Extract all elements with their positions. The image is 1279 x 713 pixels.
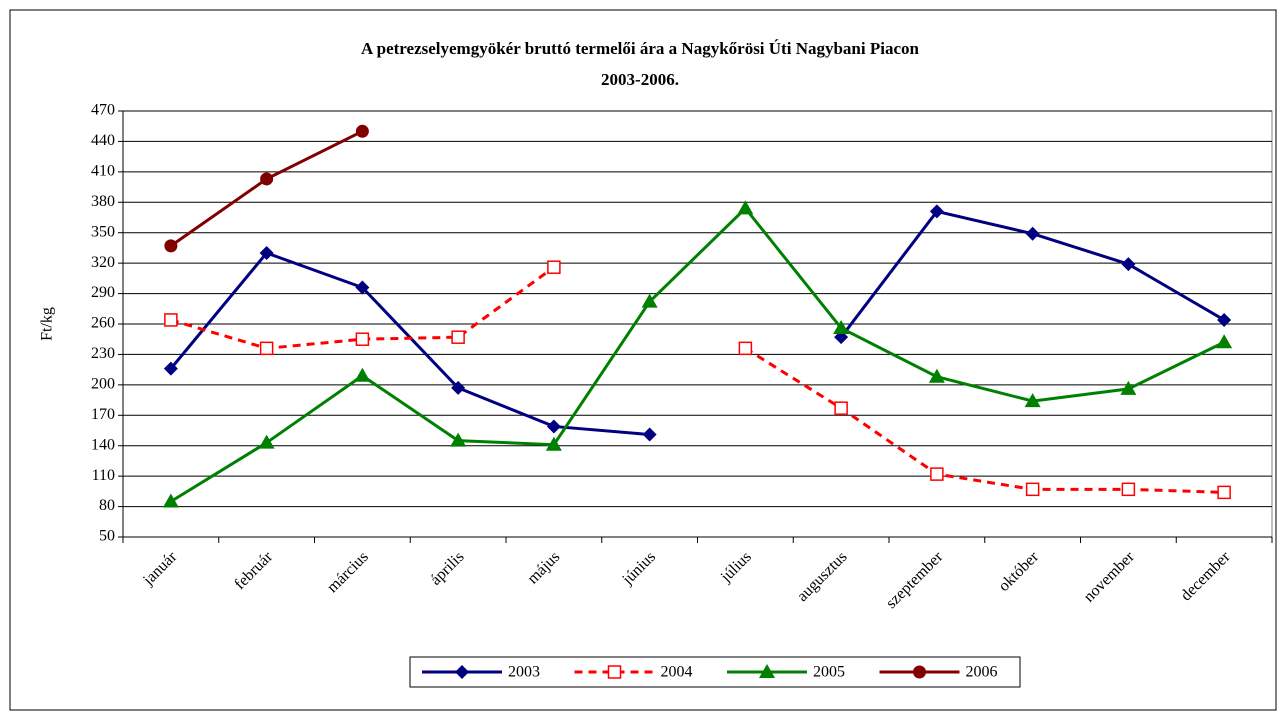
marker: [1121, 482, 1136, 497]
marker: [1217, 312, 1232, 327]
marker: [258, 434, 275, 449]
marker: [164, 239, 178, 253]
y-tick-label: 350: [91, 223, 115, 240]
y-tick-label: 380: [91, 193, 115, 210]
marker: [738, 341, 753, 356]
marker: [759, 664, 775, 678]
marker: [1121, 257, 1136, 272]
y-tick-label: 80: [99, 497, 115, 514]
marker: [929, 204, 944, 219]
y-tick-label: 440: [91, 132, 115, 149]
marker: [546, 419, 561, 434]
y-tick-label: 320: [91, 254, 115, 271]
marker: [913, 665, 926, 679]
marker: [641, 293, 658, 308]
marker: [451, 330, 465, 344]
marker: [833, 320, 850, 335]
marker: [545, 436, 562, 451]
marker: [928, 368, 945, 383]
chart-title: A petrezselyemgyökér bruttó termelői ára…: [361, 39, 919, 58]
marker: [1025, 226, 1040, 241]
marker: [1025, 482, 1040, 497]
marker: [737, 200, 754, 215]
marker: [164, 313, 178, 327]
marker: [1024, 393, 1041, 408]
legend-label: 2005: [813, 664, 845, 681]
marker: [1120, 380, 1137, 395]
y-tick-label: 470: [91, 102, 115, 119]
y-tick-label: 110: [92, 467, 115, 484]
marker: [547, 260, 561, 274]
marker: [355, 332, 370, 346]
marker: [260, 172, 274, 186]
legend-label: 2003: [508, 664, 540, 681]
marker: [450, 432, 467, 447]
y-tick-label: 230: [91, 345, 115, 362]
marker: [834, 401, 848, 415]
y-axis-label: Ft/kg: [39, 307, 56, 341]
marker: [259, 341, 274, 356]
marker: [163, 361, 178, 376]
marker: [355, 280, 370, 295]
marker: [354, 367, 371, 382]
marker: [1216, 334, 1233, 349]
y-tick-label: 260: [91, 315, 115, 332]
y-tick-label: 170: [91, 406, 115, 423]
y-tick-label: 140: [91, 436, 115, 453]
y-tick-label: 200: [91, 376, 115, 393]
y-tick-label: 50: [99, 528, 115, 545]
marker: [1217, 485, 1231, 500]
marker: [455, 665, 469, 679]
legend-label: 2004: [661, 664, 693, 681]
marker: [451, 380, 466, 395]
series-line: [170, 206, 1225, 503]
marker: [162, 493, 179, 508]
marker: [259, 246, 274, 260]
marker: [642, 427, 657, 442]
y-tick-label: 410: [91, 163, 115, 180]
chart-subtitle: 2003-2006.: [601, 70, 679, 89]
legend-label: 2006: [966, 664, 998, 681]
marker: [930, 467, 944, 481]
marker: [355, 124, 369, 138]
marker: [607, 665, 622, 679]
y-tick-label: 290: [91, 284, 115, 301]
